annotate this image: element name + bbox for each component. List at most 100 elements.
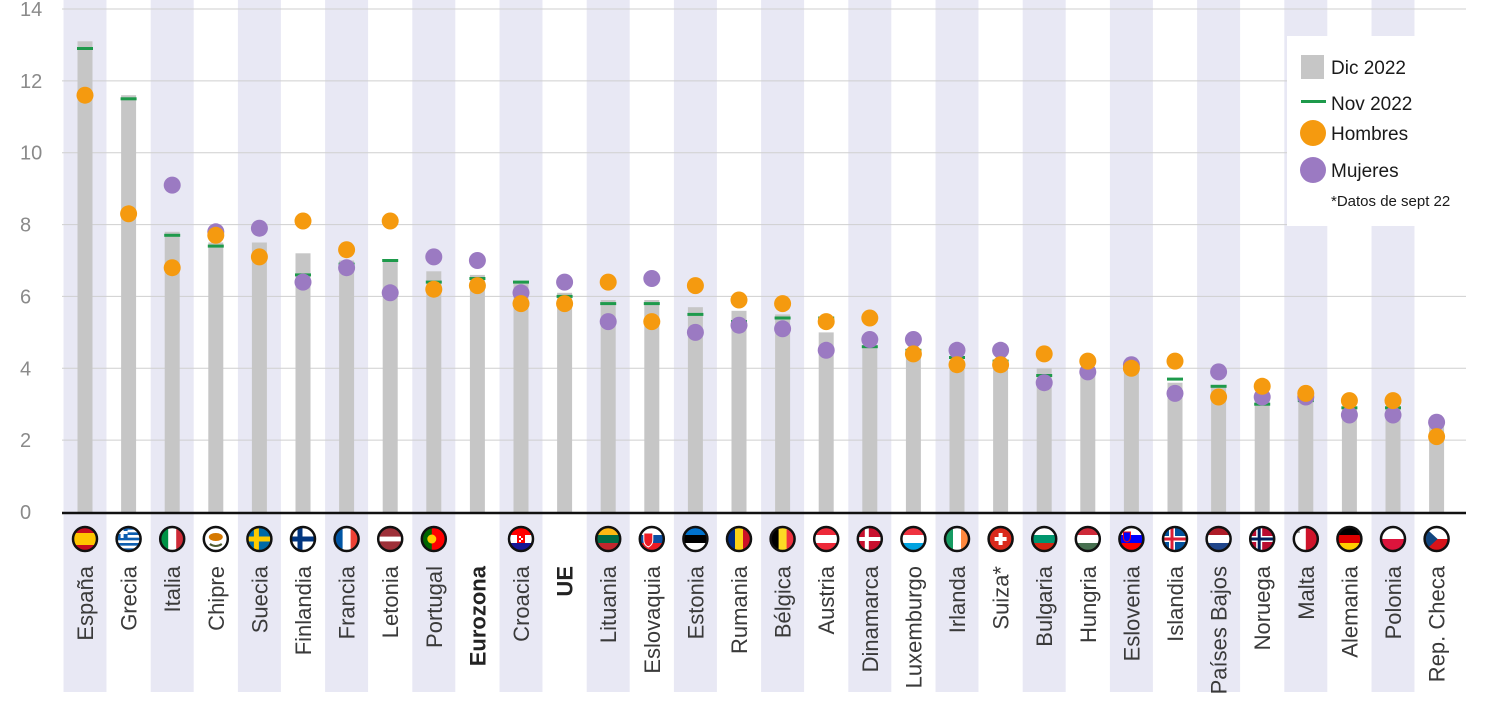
women-point — [468, 252, 486, 269]
slovakia-flag-icon — [638, 525, 666, 553]
poland-flag-icon — [1379, 525, 1407, 553]
ireland-flag-icon — [943, 525, 971, 553]
category-label: Croacia — [509, 565, 534, 642]
nov-mark — [1167, 377, 1183, 381]
category-label: Letonia — [378, 565, 403, 638]
dec-bar — [557, 292, 573, 512]
germany-flag-icon — [1336, 525, 1363, 553]
nov-mark — [687, 312, 704, 316]
y-tick-label: 4 — [20, 358, 31, 380]
cyprus-flag-icon — [202, 525, 230, 553]
dec-bar — [818, 332, 834, 512]
nov-mark — [382, 259, 399, 262]
dec-bar — [600, 300, 616, 512]
category-labels: España Grecia Italia Chipre Suecia Finlandia F… — [73, 565, 1450, 694]
category-label: Lituania — [596, 565, 621, 643]
women-point — [1384, 406, 1402, 424]
dec-bar — [1298, 400, 1314, 512]
denmark-flag-icon — [856, 525, 884, 553]
men-point — [1166, 352, 1184, 370]
dec-bar — [382, 260, 398, 512]
dec-bar — [208, 242, 224, 512]
hungary-flag-icon — [1074, 525, 1102, 553]
dec-bar — [339, 260, 355, 512]
sweden-flag-icon — [246, 525, 273, 553]
legend-women-label: Mujeres — [1331, 161, 1399, 182]
nov-mark — [600, 302, 617, 306]
latvia-flag-icon — [376, 525, 404, 553]
men-point — [294, 212, 312, 230]
women-point — [163, 176, 181, 194]
y-tick-label: 8 — [20, 215, 31, 237]
dec-bar — [1429, 425, 1445, 512]
men-point — [730, 291, 748, 309]
men-point — [948, 356, 966, 374]
category-band — [1197, 0, 1241, 692]
category-label: Italia — [160, 565, 185, 612]
women-point — [1166, 384, 1184, 402]
men-point — [381, 212, 399, 230]
dec-bar — [513, 282, 529, 512]
dec-bar — [731, 310, 747, 512]
dec-bar — [295, 253, 311, 513]
dec-bar — [687, 307, 703, 512]
dec-bar — [775, 314, 791, 512]
category-label: Polonia — [1381, 565, 1406, 639]
dec-bar — [77, 41, 93, 513]
category-label: Portugal — [422, 566, 447, 648]
legend-dec-label: Dic 2022 — [1331, 58, 1406, 79]
y-tick-labels: 0 2 4 6 8 10 12 14 — [20, 0, 42, 524]
dec-bar — [1167, 382, 1183, 512]
women-point — [599, 313, 617, 331]
category-label: Luxemburgo — [901, 566, 926, 688]
category-label: Bulgaria — [1032, 565, 1057, 646]
men-point — [1253, 377, 1271, 395]
men-point — [163, 259, 181, 277]
men-point — [1079, 352, 1097, 370]
category-label: Austria — [814, 565, 839, 634]
category-label: España — [73, 565, 98, 640]
men-point — [250, 248, 268, 266]
men-point — [468, 277, 486, 295]
luxembourg-flag-icon — [900, 525, 927, 553]
slovenia-flag-icon — [1118, 525, 1145, 553]
finland-flag-icon — [289, 525, 317, 553]
men-point — [207, 226, 225, 244]
women-point — [817, 341, 835, 359]
men-point — [643, 313, 661, 331]
category-label: UE — [553, 566, 578, 597]
austria-flag-icon — [812, 525, 840, 553]
nov-mark — [1210, 384, 1227, 388]
women-point — [643, 270, 661, 287]
nov-mark — [120, 97, 137, 101]
category-label: Chipre — [204, 566, 229, 631]
estonia-flag-icon — [682, 525, 709, 553]
women-point — [948, 341, 966, 359]
dec-bar — [862, 346, 878, 512]
men-point — [1384, 392, 1402, 410]
category-label: Hungria — [1076, 565, 1101, 643]
men-point — [774, 295, 792, 313]
women-point — [425, 248, 443, 266]
men-point — [904, 345, 922, 363]
category-label: Eurozona — [465, 565, 490, 666]
men-point — [76, 86, 94, 104]
dec-bars — [77, 41, 1445, 513]
men-point — [1428, 428, 1446, 446]
y-tick-label: 12 — [20, 71, 42, 93]
dec-bar — [1080, 371, 1096, 512]
men-point — [992, 356, 1010, 374]
women-point — [774, 320, 792, 338]
women-point — [861, 331, 879, 348]
croatia-flag-icon — [507, 525, 535, 553]
romania-flag-icon — [725, 525, 753, 553]
dec-bar — [905, 350, 921, 512]
dec-bar — [1211, 386, 1227, 513]
women-point — [1210, 363, 1228, 381]
men-point — [599, 273, 617, 291]
category-label: Rep. Checa — [1425, 565, 1450, 682]
czech-flag-icon — [1423, 525, 1450, 553]
dec-bar — [164, 231, 180, 513]
women-point — [294, 273, 312, 291]
y-tick-label: 6 — [20, 286, 31, 308]
